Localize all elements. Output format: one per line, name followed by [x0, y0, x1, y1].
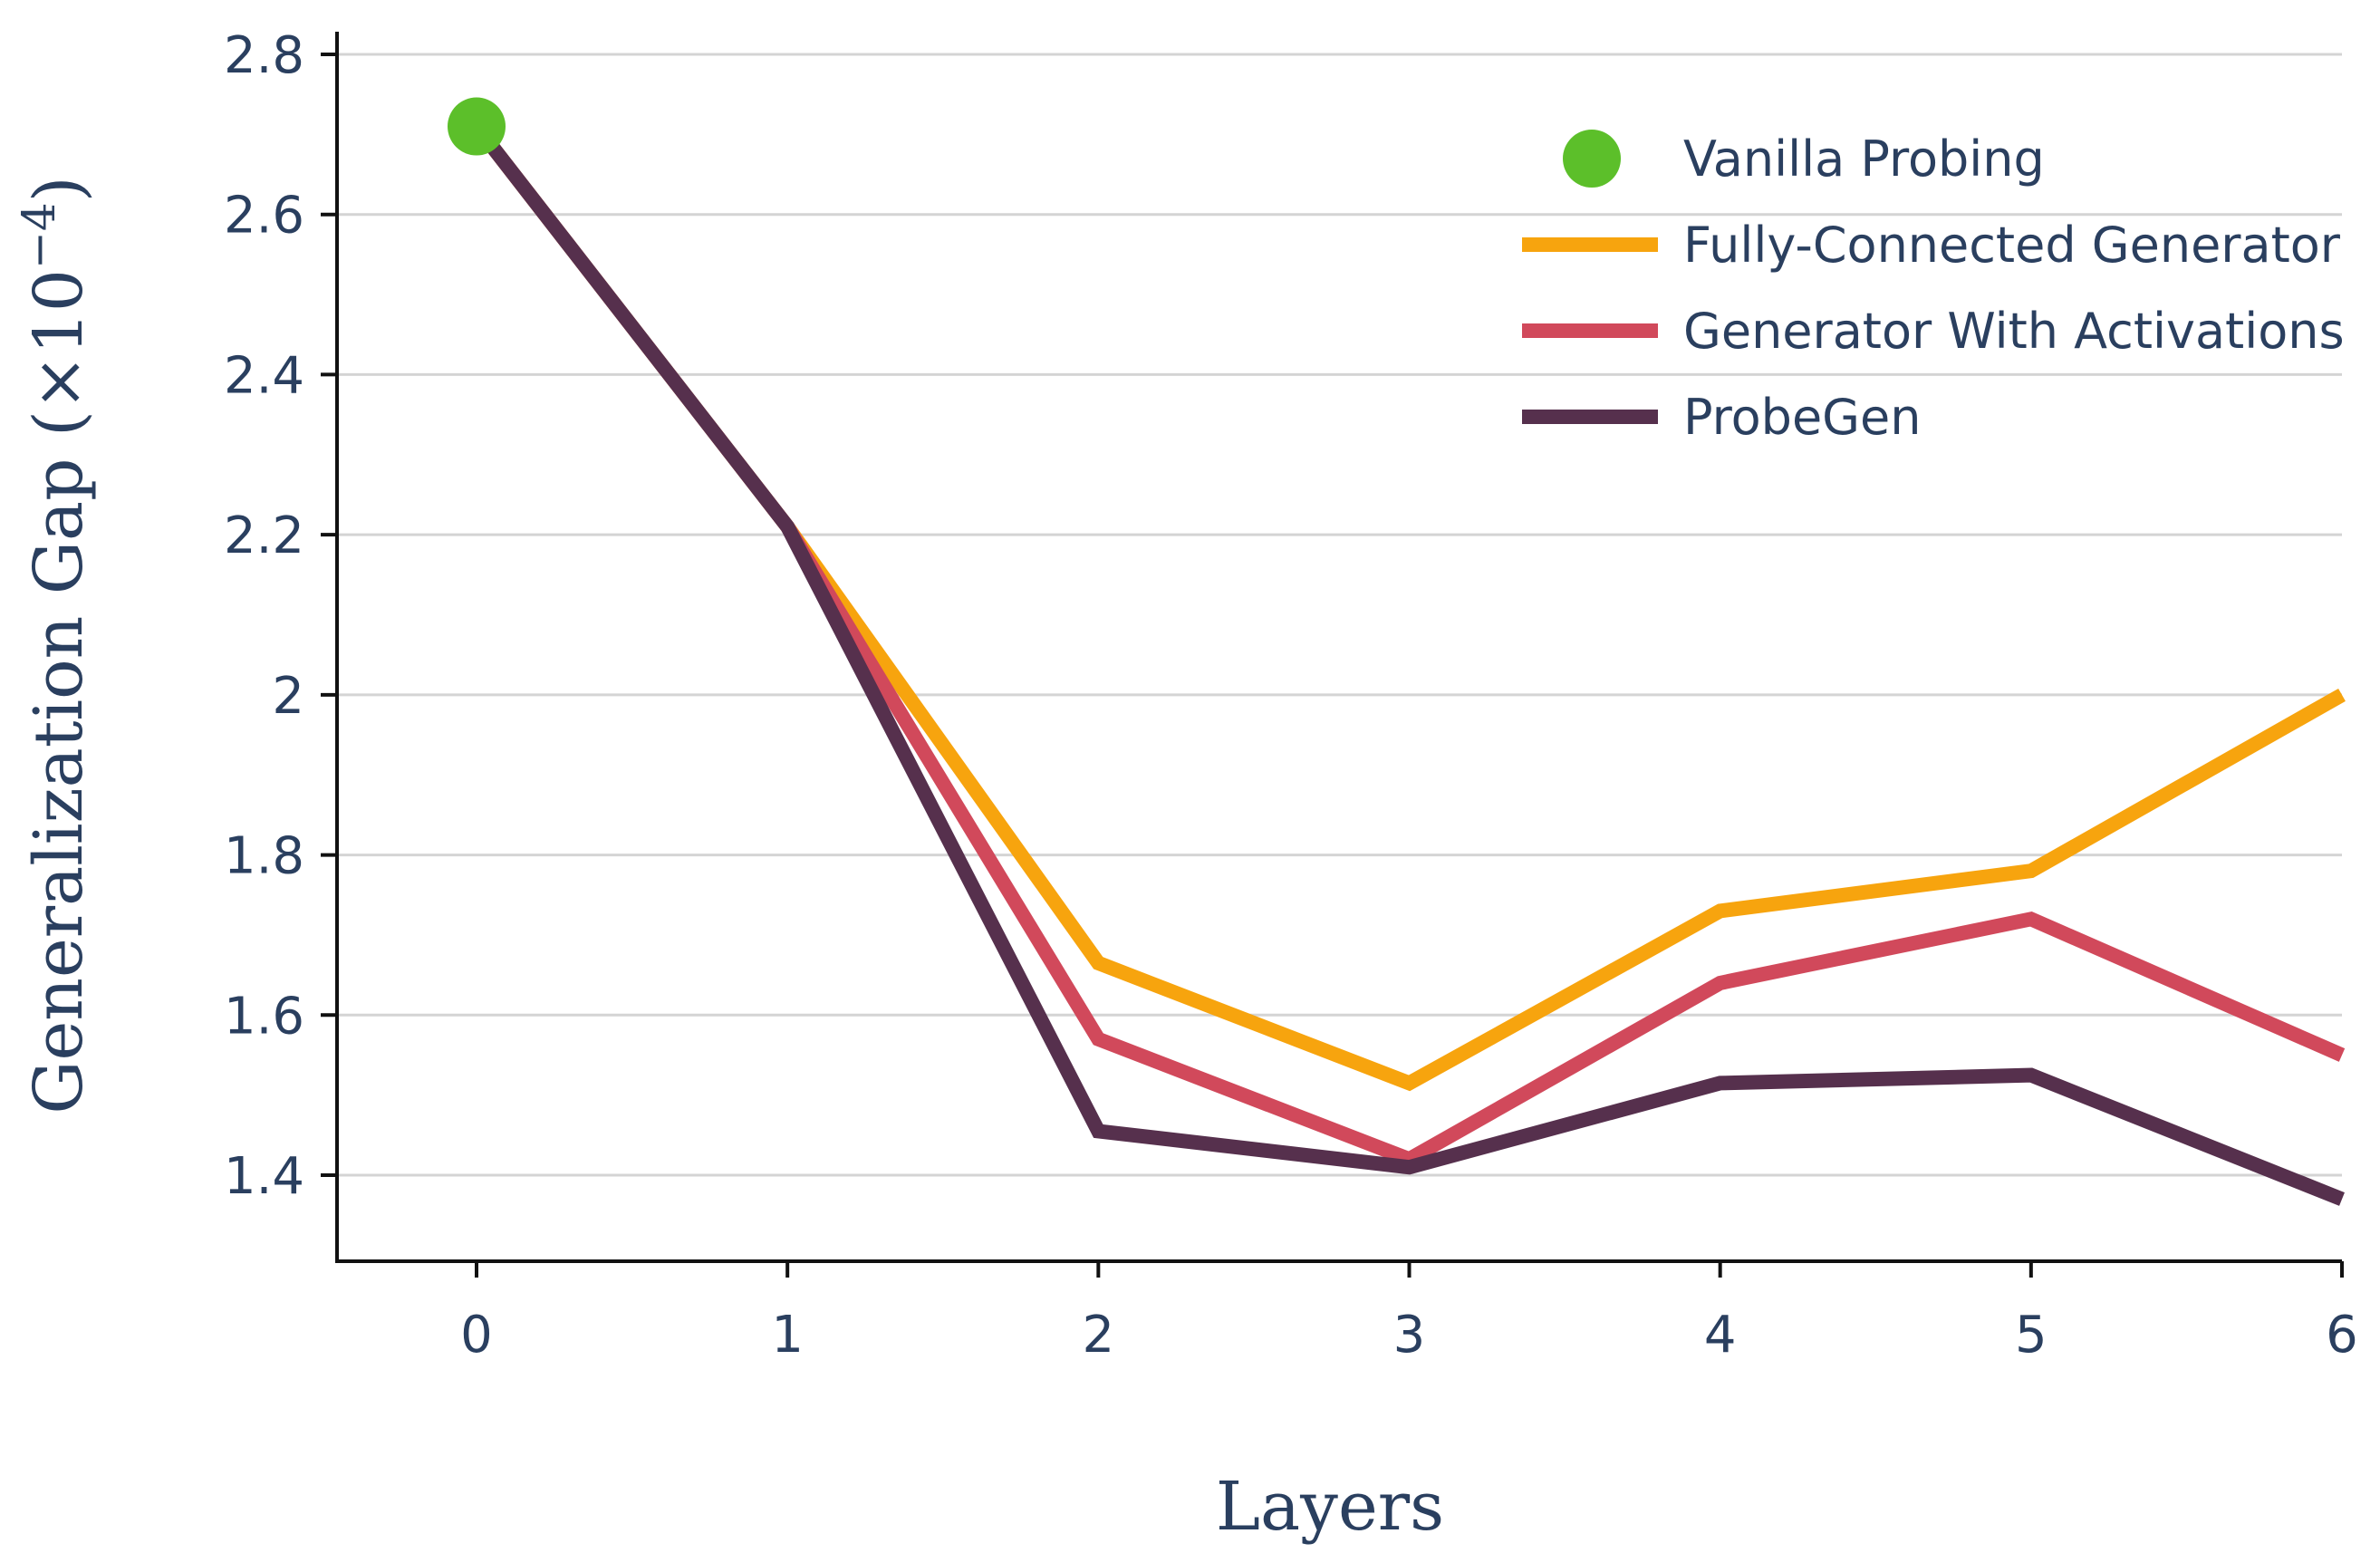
y-tick-label: 2.2 — [224, 506, 304, 565]
series-line-probegen — [470, 121, 2345, 1206]
y-axis-title-close: ) — [20, 176, 98, 202]
x-axis-title: Layers — [1216, 1468, 1444, 1546]
x-tick-label: 6 — [2326, 1306, 2358, 1365]
y-tick-label: 2 — [272, 667, 304, 726]
y-tick-label: 2.6 — [224, 187, 304, 246]
y-axis-title-exponent: −4 — [13, 202, 65, 269]
axis-ticks: 1.4 1.6 1.8 2 2.2 2.4 2.6 2.8 0 1 2 3 4 5 6 — [224, 26, 2358, 1365]
y-tick-label: 1.8 — [224, 827, 304, 886]
y-axis-title: Generalization Gap (×10−4) — [13, 176, 98, 1114]
legend-label-fully-connected-generator: Fully-Connected Generator — [1683, 217, 2341, 274]
y-axis-title-main: Generalization Gap (×10 — [20, 269, 98, 1114]
legend-label-vanilla-probing: Vanilla Probing — [1683, 130, 2045, 188]
x-tick-label: 0 — [460, 1306, 493, 1365]
marker-vanilla-probing — [448, 97, 506, 156]
legend-label-probegen: ProbeGen — [1683, 389, 1921, 446]
y-tick-label: 2.8 — [224, 26, 304, 85]
x-tick-label: 2 — [1083, 1306, 1115, 1365]
axes — [335, 32, 2342, 1263]
legend-swatch-vanilla-probing — [1563, 130, 1621, 188]
x-tick-label: 1 — [771, 1306, 804, 1365]
y-tick-label: 2.4 — [224, 346, 304, 405]
legend-label-generator-with-activations: Generator With Activations — [1683, 303, 2345, 360]
x-tick-label: 4 — [1704, 1306, 1737, 1365]
y-tick-label: 1.4 — [224, 1147, 304, 1206]
series-line-generator-with-activations — [470, 121, 2346, 1168]
data-series — [448, 97, 2346, 1206]
y-tick-label: 1.6 — [224, 987, 304, 1046]
x-tick-label: 3 — [1393, 1306, 1426, 1365]
legend: Vanilla Probing Fully-Connected Generator… — [1522, 130, 2345, 446]
x-tick-label: 5 — [2015, 1306, 2048, 1365]
